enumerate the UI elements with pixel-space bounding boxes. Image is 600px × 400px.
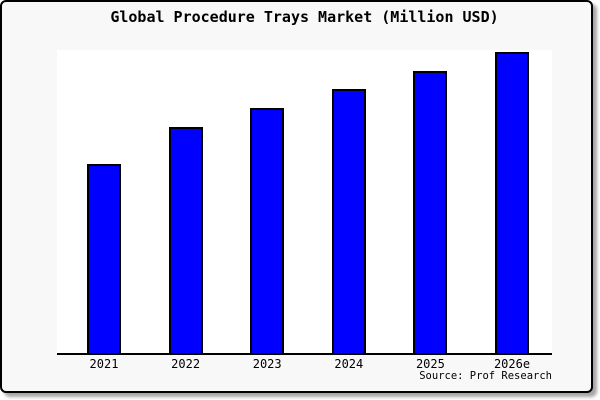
x-tick-label: 2024 <box>334 357 364 371</box>
chart-card: Global Procedure Trays Market (Million U… <box>0 0 593 393</box>
plot-area <box>57 50 552 353</box>
bar-2026e <box>495 52 529 353</box>
x-tick-label: 2025 <box>415 357 445 371</box>
bar-2022 <box>168 127 203 353</box>
x-axis-line <box>57 353 552 355</box>
bar-2024 <box>331 89 366 353</box>
source-caption: Source: Prof Research <box>419 370 552 382</box>
bar-2023 <box>250 108 285 353</box>
x-tick-label: 2022 <box>171 357 201 371</box>
bar-2025 <box>413 71 448 353</box>
x-tick-label: 2021 <box>89 357 119 371</box>
x-tick-label: 2023 <box>252 357 282 371</box>
x-tick-label: 2026e <box>493 357 531 371</box>
chart-title: Global Procedure Trays Market (Million U… <box>110 8 499 26</box>
bar-2021 <box>87 164 121 353</box>
